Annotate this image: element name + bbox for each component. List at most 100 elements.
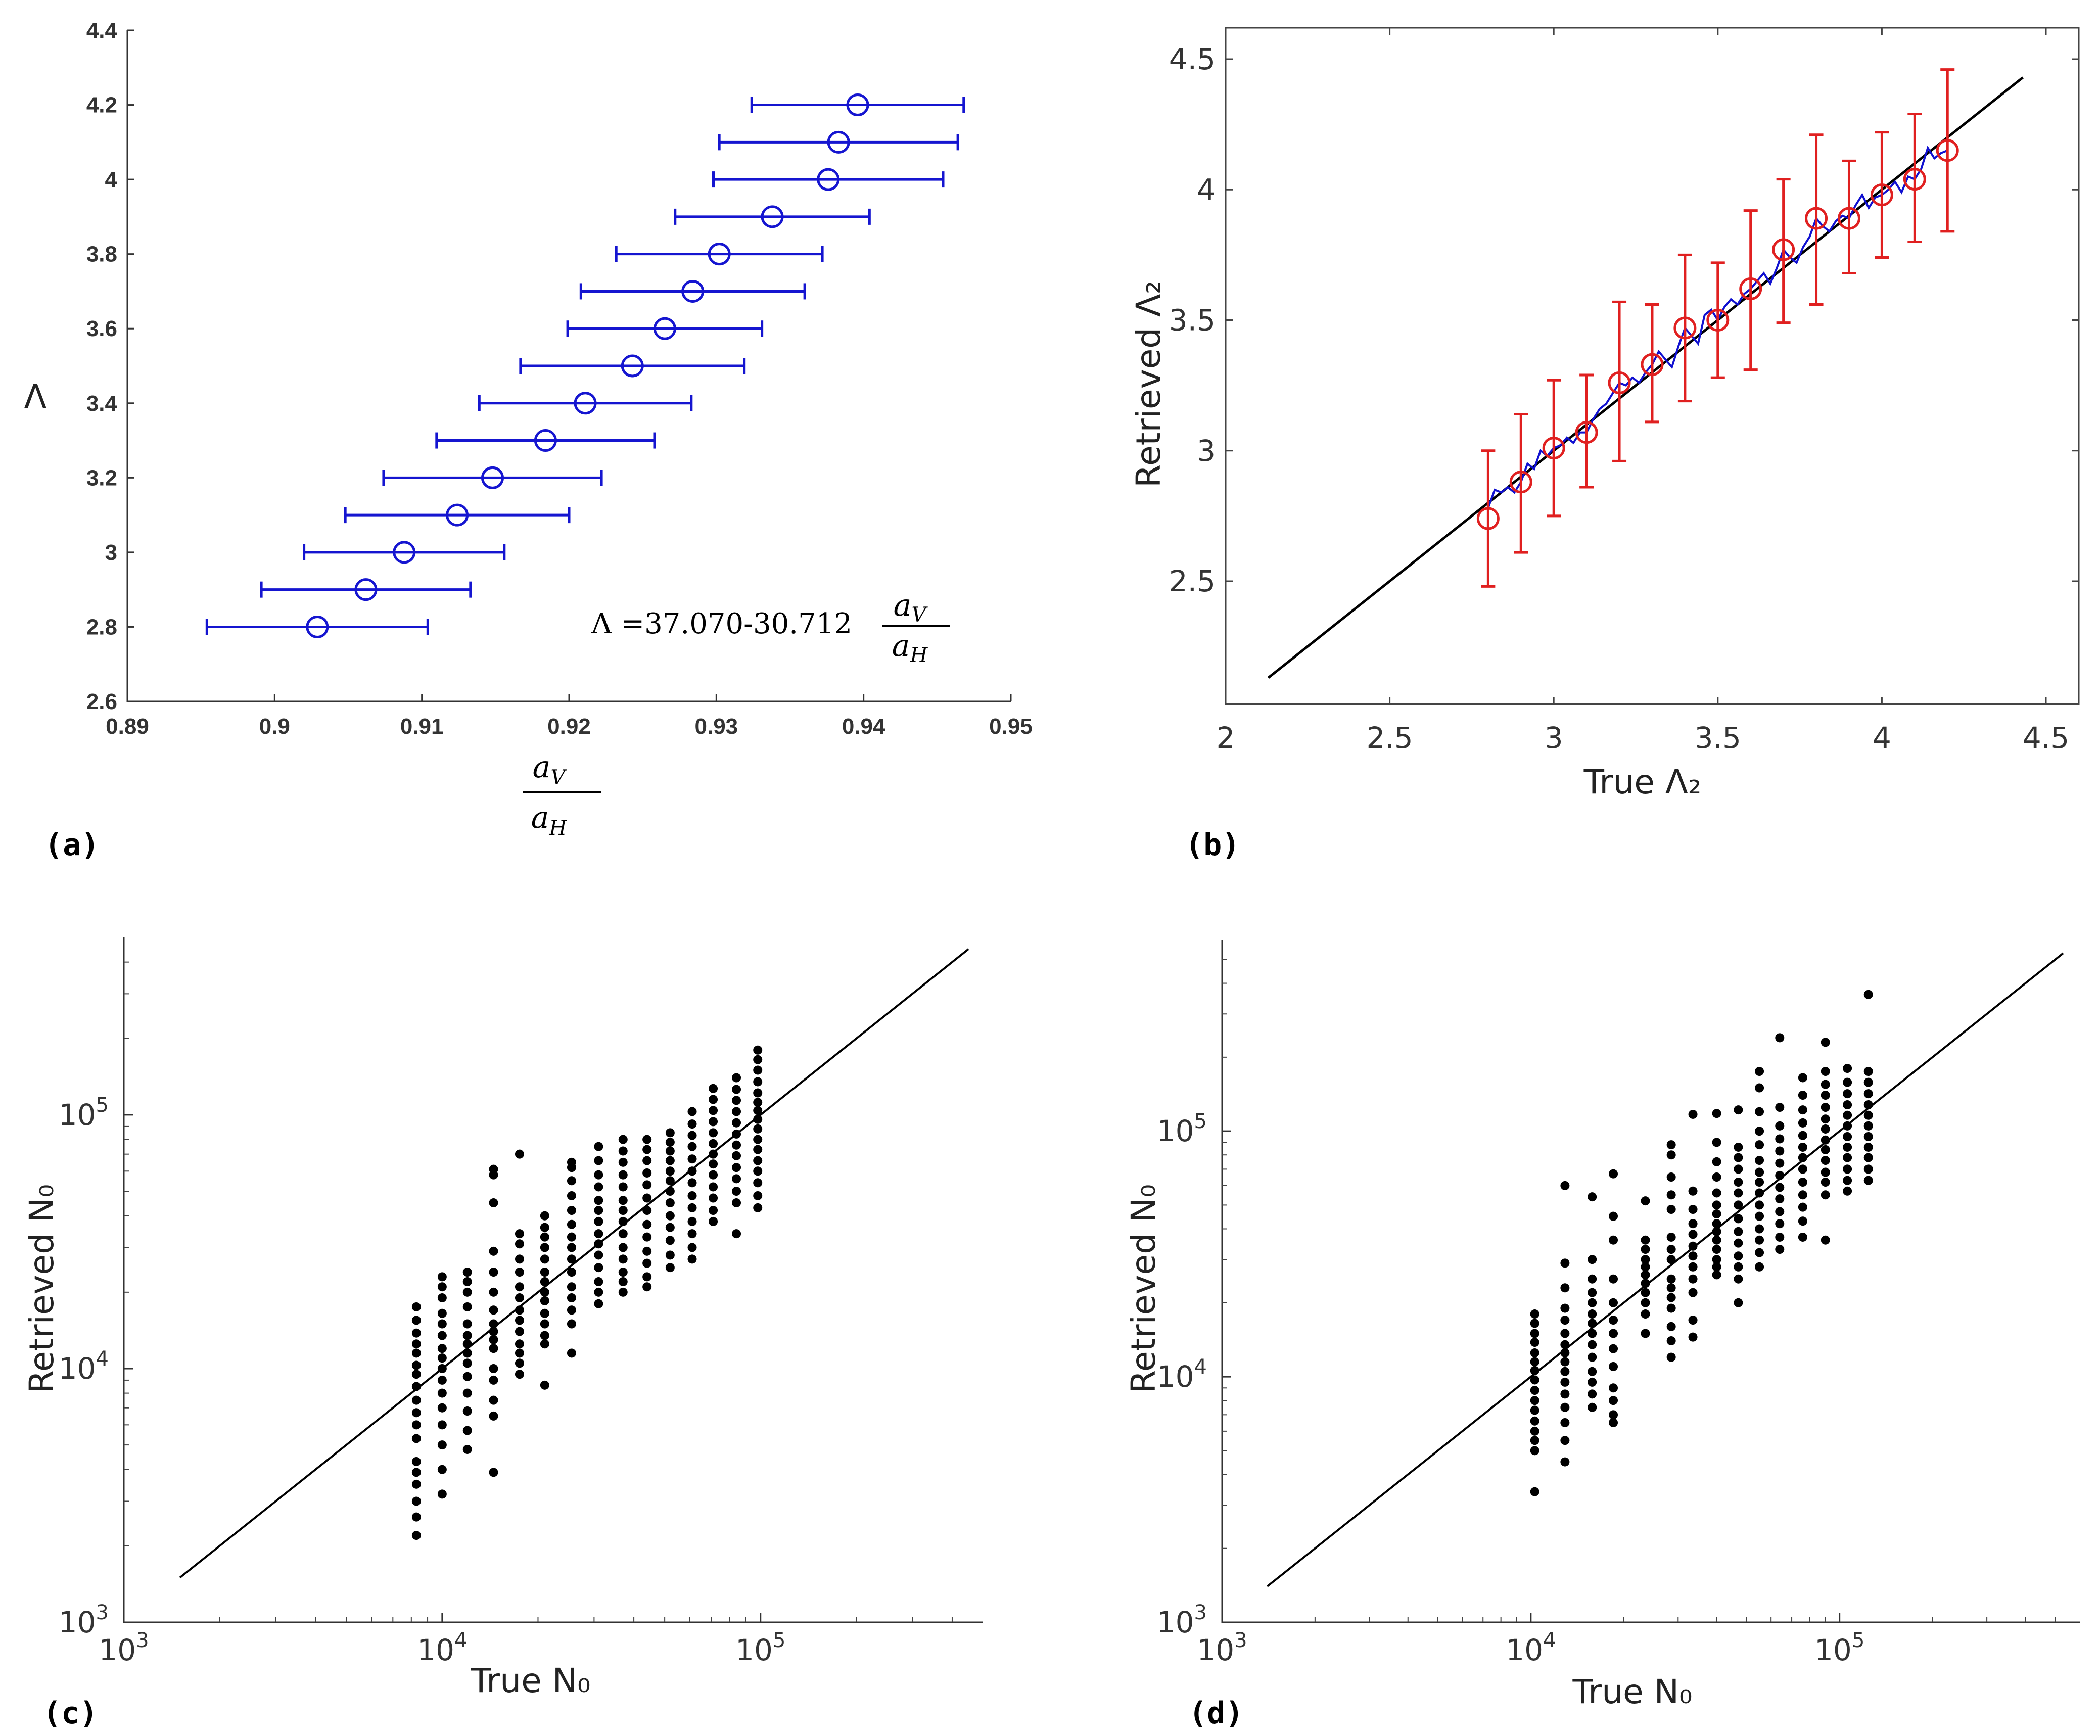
y-tick-label-c: 103 (59, 1601, 109, 1639)
data-point-c (642, 1206, 652, 1215)
panel-label-a: (a) (44, 827, 99, 863)
data-point-c (732, 1174, 741, 1184)
data-point-a (681, 279, 705, 303)
data-point-d (1863, 1121, 1873, 1131)
data-point-a (621, 354, 644, 378)
data-point-d (1530, 1436, 1539, 1445)
data-point-c (540, 1211, 549, 1221)
y-tick-label-a: 2.8 (86, 615, 117, 639)
data-point-b (1739, 277, 1762, 301)
data-point-c (489, 1305, 498, 1315)
data-point-d (1712, 1109, 1721, 1118)
data-point-d (1798, 1232, 1807, 1242)
y-axis-label-d: Retrieved N₀ (1124, 1184, 1163, 1393)
x-axis-label-d: True N₀ (1572, 1672, 1693, 1711)
data-point-c (411, 1395, 421, 1405)
data-point-c (515, 1348, 524, 1358)
data-point-c (618, 1146, 628, 1156)
data-point-d (1641, 1309, 1650, 1319)
data-point-d (1734, 1142, 1743, 1152)
x-tick-label-d: 105 (1814, 1629, 1864, 1667)
data-point-c (567, 1293, 576, 1303)
data-point-b (1837, 207, 1860, 230)
data-point-c (594, 1239, 603, 1249)
data-point-d (1712, 1270, 1721, 1280)
data-point-d (1843, 1089, 1852, 1099)
data-point-d (1843, 1164, 1852, 1174)
data-point-c (489, 1375, 498, 1385)
equation-num-a: aV (894, 588, 928, 627)
data-point-c (642, 1219, 652, 1229)
data-point-d (1775, 1183, 1785, 1192)
data-point-d (1666, 1352, 1676, 1362)
data-point-c (462, 1331, 472, 1340)
data-point-c (642, 1232, 652, 1242)
x-tick-label-a: 0.92 (547, 714, 591, 739)
y-tick-label-d: 105 (1157, 1110, 1207, 1148)
data-point-c (437, 1465, 447, 1474)
data-point-d (1530, 1357, 1539, 1367)
data-point-c (437, 1272, 447, 1282)
data-point-d (1530, 1405, 1539, 1415)
data-point-d (1588, 1402, 1597, 1412)
data-point-d (1798, 1216, 1807, 1226)
data-point-d (1755, 1200, 1764, 1210)
data-point-c (515, 1316, 524, 1325)
y-tick-label-a: 4.4 (86, 18, 118, 43)
data-point-d (1560, 1402, 1570, 1412)
data-point-d (1641, 1298, 1650, 1307)
data-point-c (594, 1299, 603, 1308)
data-point-d (1775, 1158, 1785, 1168)
data-point-d (1530, 1319, 1539, 1328)
data-point-c (567, 1282, 576, 1292)
data-point-d (1798, 1091, 1807, 1100)
data-point-c (753, 1191, 763, 1200)
data-point-d (1712, 1200, 1721, 1210)
data-point-c (540, 1339, 549, 1349)
data-point-d (1666, 1274, 1676, 1284)
data-point-b (1673, 316, 1697, 340)
data-point-c (411, 1316, 421, 1325)
data-point-c (489, 1319, 498, 1329)
data-point-c (411, 1479, 421, 1489)
data-point-c (515, 1327, 524, 1336)
data-point-c (540, 1380, 549, 1390)
data-point-c (753, 1106, 763, 1115)
data-point-d (1798, 1118, 1807, 1128)
data-point-c (411, 1512, 421, 1522)
data-point-c (489, 1344, 498, 1353)
data-point-c (411, 1434, 421, 1443)
data-point-d (1863, 1067, 1873, 1076)
data-point-d (1863, 1142, 1873, 1152)
data-point-c (618, 1196, 628, 1205)
data-point-c (665, 1263, 675, 1273)
data-point-c (594, 1216, 603, 1226)
data-point-d (1755, 1167, 1764, 1177)
data-point-c (594, 1170, 603, 1180)
data-point-c (709, 1095, 718, 1104)
data-point-c (411, 1457, 421, 1466)
data-point-d (1775, 1219, 1785, 1229)
data-point-d (1798, 1131, 1807, 1140)
data-point-d (1843, 1100, 1852, 1110)
x-label-num-a: aV (533, 749, 568, 789)
data-point-d (1688, 1316, 1698, 1325)
data-point-c (594, 1250, 603, 1260)
data-point-d (1609, 1274, 1618, 1284)
data-point-d (1712, 1235, 1721, 1245)
data-point-d (1530, 1329, 1539, 1338)
data-point-d (1863, 1100, 1873, 1110)
data-point-c (753, 1124, 763, 1134)
equation-prefix-a: Λ =37.070-30.712 (591, 607, 852, 640)
data-point-c (687, 1216, 697, 1226)
data-point-d (1666, 1190, 1676, 1200)
data-point-c (462, 1426, 472, 1435)
data-point-c (753, 1065, 763, 1075)
data-point-c (665, 1176, 675, 1186)
y-tick-label-a: 4 (105, 167, 118, 192)
x-tick-label-d: 103 (1197, 1629, 1247, 1667)
data-point-d (1734, 1262, 1743, 1272)
data-point-a (306, 615, 329, 638)
data-point-c (437, 1364, 447, 1373)
data-point-c (462, 1372, 472, 1381)
